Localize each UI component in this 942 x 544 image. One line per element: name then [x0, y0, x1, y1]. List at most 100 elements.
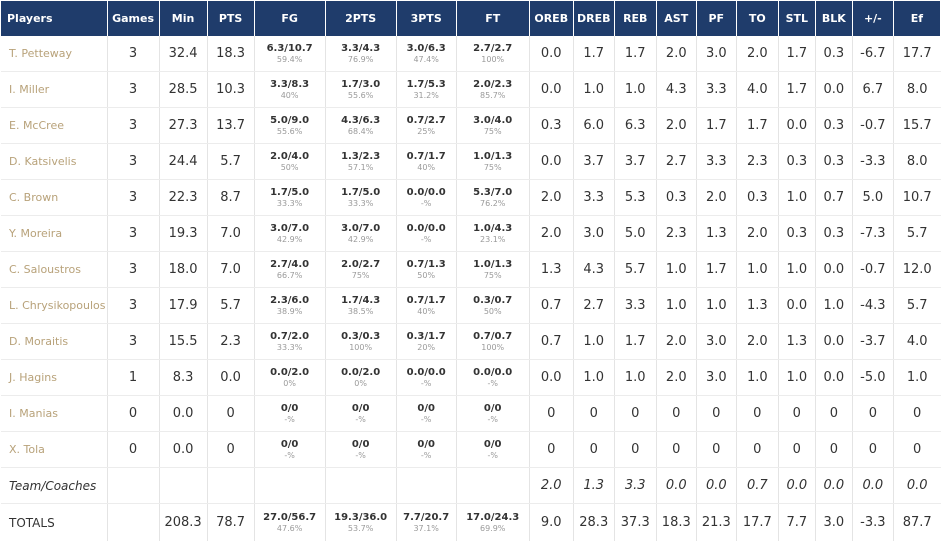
cell-2pts: 4.3/6.3 68.4%: [325, 107, 397, 144]
cell-pf: 2.0: [696, 179, 737, 216]
col-header-oreb[interactable]: OREB: [529, 1, 574, 36]
ft-percentage: -%: [487, 414, 498, 424]
cell-pf: 1.7: [696, 107, 737, 144]
cell-pts: 13.7: [207, 107, 255, 144]
cell-pf: 3.0: [696, 323, 737, 360]
totals-games: [107, 503, 160, 541]
3pts-made-attempted: 0.0/0.0: [406, 222, 446, 234]
cell-oreb: 0.7: [529, 287, 574, 324]
fg-percentage: 50%: [280, 162, 299, 172]
3pts-made-attempted: 0.7/2.7: [406, 114, 446, 126]
cell-stl: 0: [778, 431, 816, 468]
player-name-link[interactable]: C. Brown: [1, 179, 108, 216]
player-name-link[interactable]: J. Hagins: [1, 359, 108, 396]
cell-dreb: 0: [573, 431, 615, 468]
cell-ast: 0: [656, 395, 697, 432]
col-header-ft[interactable]: FT: [456, 1, 530, 36]
cell-blk: 0.7: [815, 179, 853, 216]
cell-to: 2.0: [736, 215, 779, 252]
col-header-plus-minus[interactable]: +/-: [852, 1, 894, 36]
col-header-reb[interactable]: REB: [614, 1, 657, 36]
cell-ef: 5.7: [893, 215, 941, 252]
col-header-fg[interactable]: FG: [254, 1, 326, 36]
3pts-made-attempted: 0.7/1.7: [406, 150, 446, 162]
col-header-ast[interactable]: AST: [656, 1, 697, 36]
cell-reb: 3.7: [614, 143, 657, 180]
cell-games: 3: [107, 71, 160, 108]
cell-fg: 0.0/2.0 0%: [254, 359, 326, 396]
ft-made-attempted: 0.7/0.7: [473, 330, 513, 342]
table-row: X. Tola 0 0.0 0 0/0 -% 0/0 -% 0/0 -% 0/0 -% 0 0 0 0 0 0 0 0…: [1, 431, 941, 468]
table-row: J. Hagins 1 8.3 0.0 0.0/2.0 0% 0.0/2.0 0% 0.0/0.…: [1, 359, 941, 396]
col-header-players[interactable]: Players: [1, 1, 108, 36]
cell-plus-minus: 6.7: [852, 71, 894, 108]
cell-plus-minus: 0: [852, 431, 894, 468]
cell-oreb: 2.0: [529, 215, 574, 252]
player-name-link[interactable]: Y. Moreira: [1, 215, 108, 252]
col-header-min[interactable]: Min: [159, 1, 208, 36]
cell-stl: 1.3: [778, 323, 816, 360]
fg-percentage: 55.6%: [276, 126, 303, 136]
cell-plus-minus: -3.3: [852, 143, 894, 180]
3pts-percentage: 47.4%: [413, 54, 439, 64]
cell-reb: 6.3: [614, 107, 657, 144]
cell-pts: 7.0: [207, 251, 255, 288]
cell-ft: 1.0/1.3 75%: [456, 143, 530, 180]
2pts-made-attempted: 2.0/2.7: [341, 258, 381, 270]
col-header-blk[interactable]: BLK: [815, 1, 853, 36]
player-name-link[interactable]: D. Moraitis: [1, 323, 108, 360]
player-name-link[interactable]: C. Saloustros: [1, 251, 108, 288]
team-oreb: 2.0: [529, 467, 574, 504]
ft-percentage: -%: [487, 378, 498, 388]
col-header-games[interactable]: Games: [107, 1, 160, 36]
fg-made-attempted: 3.0/7.0: [270, 222, 310, 234]
2pts-made-attempted: 0.0/2.0: [341, 366, 381, 378]
fg-made-attempted: 0.7/2.0: [270, 330, 310, 342]
fg-made-attempted: 2.0/4.0: [270, 150, 310, 162]
col-header-ef[interactable]: Ef: [893, 1, 942, 36]
col-header-2pts[interactable]: 2PTS: [325, 1, 397, 36]
cell-dreb: 3.3: [573, 179, 615, 216]
totals-to: 17.7: [736, 503, 779, 541]
cell-reb: 1.0: [614, 359, 657, 396]
2pts-made-attempted: 1.7/3.0: [341, 78, 381, 90]
col-header-pf[interactable]: PF: [696, 1, 737, 36]
player-name-link[interactable]: L. Chrysikopoulos: [1, 287, 108, 324]
totals-ast: 18.3: [656, 503, 697, 541]
col-header-pts[interactable]: PTS: [207, 1, 255, 36]
team-games: [107, 467, 160, 504]
cell-pts: 8.7: [207, 179, 255, 216]
cell-games: 3: [107, 287, 160, 324]
cell-ft: 0.0/0.0 -%: [456, 359, 530, 396]
3pts-made-attempted: 3.0/6.3: [406, 42, 446, 54]
player-name-link[interactable]: I. Miller: [1, 71, 108, 108]
cell-2pts: 1.3/2.3 57.1%: [325, 143, 397, 180]
col-header-to[interactable]: TO: [736, 1, 779, 36]
col-header-stl[interactable]: STL: [778, 1, 816, 36]
col-header-dreb[interactable]: DREB: [573, 1, 615, 36]
cell-ef: 1.0: [893, 359, 941, 396]
player-name-link[interactable]: E. McCree: [1, 107, 108, 144]
cell-ef: 15.7: [893, 107, 941, 144]
cell-min: 32.4: [159, 36, 208, 72]
cell-stl: 0: [778, 395, 816, 432]
cell-pf: 1.7: [696, 251, 737, 288]
player-name-link[interactable]: T. Petteway: [1, 36, 108, 72]
cell-games: 3: [107, 215, 160, 252]
fg-made-attempted: 0/0: [280, 402, 299, 414]
col-header-3pts[interactable]: 3PTS: [396, 1, 457, 36]
cell-oreb: 0.7: [529, 323, 574, 360]
cell-pts: 0.0: [207, 359, 255, 396]
cell-ef: 8.0: [893, 71, 941, 108]
cell-pf: 1.3: [696, 215, 737, 252]
fg-percentage: 33.3%: [276, 342, 303, 352]
cell-ast: 2.0: [656, 36, 697, 72]
player-name-link[interactable]: I. Manias: [1, 395, 108, 432]
player-name-link[interactable]: D. Katsivelis: [1, 143, 108, 180]
totals-plus-minus: -3.3: [852, 503, 894, 541]
cell-pf: 3.3: [696, 71, 737, 108]
team-fg: [254, 467, 326, 504]
player-name-link[interactable]: X. Tola: [1, 431, 108, 468]
fg-made-attempted: 1.7/5.0: [270, 186, 310, 198]
